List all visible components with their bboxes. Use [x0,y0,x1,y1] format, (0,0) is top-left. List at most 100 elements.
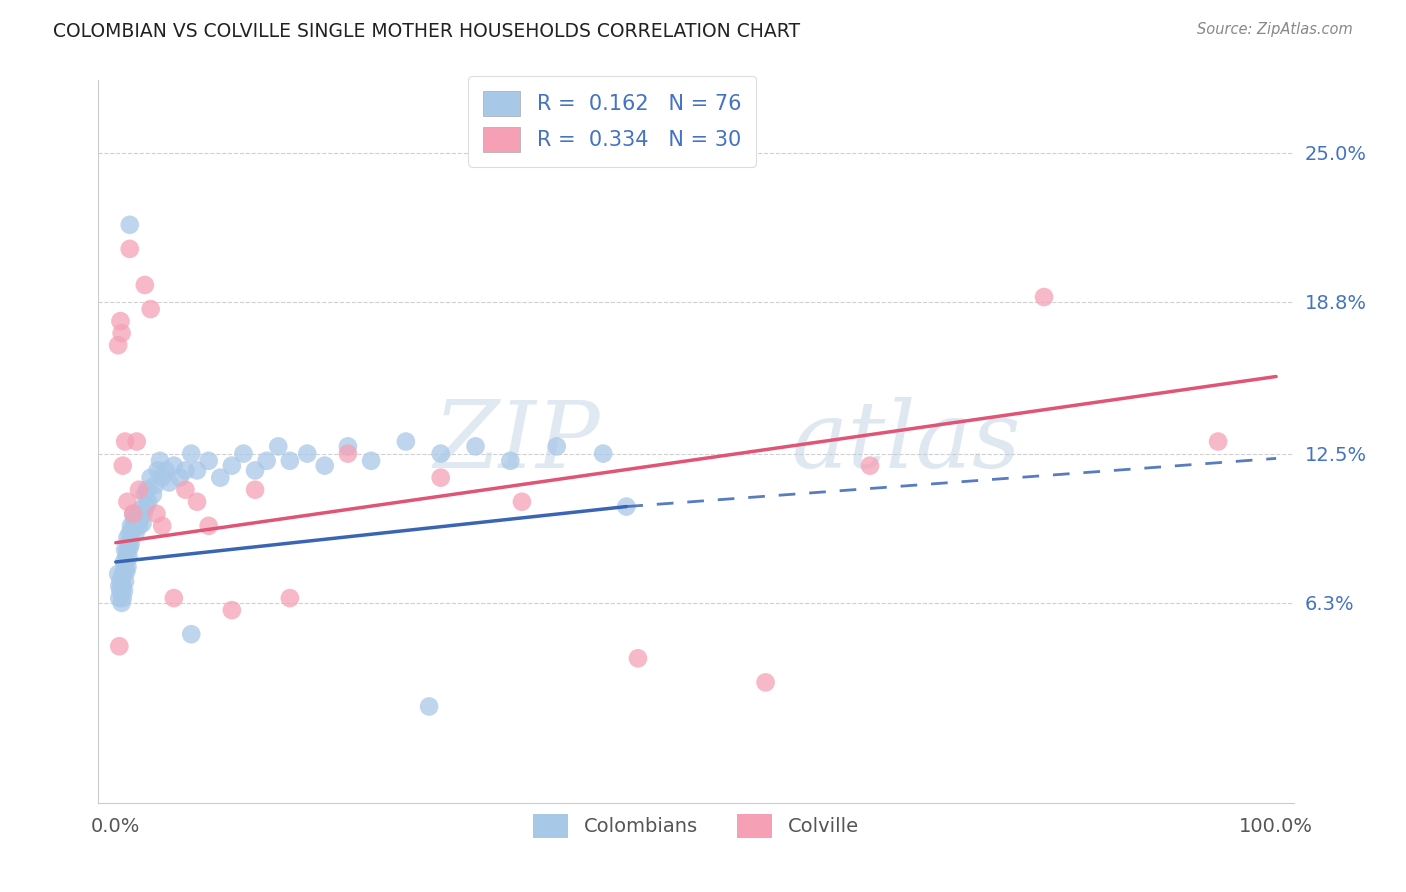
Point [314,458,336,473]
Point [110,314,132,328]
Point [186,463,208,477]
Point [256,454,278,468]
Point [107,338,129,352]
Point [499,454,522,468]
Point [112,555,135,569]
Point [128,483,150,497]
Point [145,507,167,521]
Point [117,559,139,574]
Point [111,326,134,341]
Point [360,454,382,468]
Point [221,458,243,473]
Point [118,526,141,541]
Point [117,550,139,565]
Point [278,454,301,468]
Point [149,454,172,468]
Point [132,507,155,521]
Point [859,458,882,473]
Point [111,579,134,593]
Point [755,675,778,690]
Point [122,507,145,521]
Point [120,535,142,549]
Point [120,519,142,533]
Point [118,218,141,232]
Point [232,446,254,460]
Point [134,277,156,292]
Point [111,567,134,582]
Point [127,507,149,521]
Point [186,494,208,508]
Point [169,471,191,485]
Point [122,507,145,521]
Point [150,519,173,533]
Legend: Colombians, Colville: Colombians, Colville [523,804,869,847]
Point [197,519,219,533]
Point [243,463,266,477]
Point [143,478,166,492]
Point [546,439,568,453]
Point [221,603,243,617]
Point [108,591,131,606]
Point [336,439,359,453]
Point [163,458,186,473]
Point [464,439,486,453]
Point [117,542,139,557]
Point [627,651,650,665]
Point [180,446,202,460]
Point [111,583,134,598]
Point [429,446,451,460]
Point [117,535,139,549]
Point [112,567,135,582]
Point [124,526,146,541]
Point [114,542,136,557]
Point [115,565,138,579]
Point [108,579,131,593]
Point [150,471,173,485]
Point [243,483,266,497]
Point [121,524,143,538]
Point [129,511,152,525]
Text: Source: ZipAtlas.com: Source: ZipAtlas.com [1197,22,1353,37]
Text: ZIP: ZIP [433,397,600,486]
Point [108,639,131,653]
Point [297,446,319,460]
Text: atlas: atlas [792,397,1021,486]
Point [111,572,134,586]
Point [111,591,134,606]
Point [136,494,159,508]
Point [146,463,169,477]
Point [117,531,139,545]
Point [180,627,202,641]
Point [118,242,141,256]
Point [197,454,219,468]
Point [122,519,145,533]
Point [110,583,132,598]
Point [115,550,138,565]
Point [131,516,153,531]
Point [395,434,418,449]
Point [429,471,451,485]
Point [592,446,614,460]
Point [510,494,533,508]
Point [117,494,139,508]
Point [418,699,440,714]
Point [112,583,135,598]
Point [142,487,165,501]
Point [139,471,162,485]
Point [174,463,197,477]
Point [136,483,159,497]
Point [336,446,359,460]
Point [155,463,177,477]
Point [114,574,136,589]
Point [110,574,132,589]
Point [278,591,301,606]
Point [1033,290,1056,304]
Point [128,519,150,533]
Point [118,541,141,555]
Point [134,487,156,501]
Point [163,591,186,606]
Text: COLOMBIAN VS COLVILLE SINGLE MOTHER HOUSEHOLDS CORRELATION CHART: COLOMBIAN VS COLVILLE SINGLE MOTHER HOUS… [53,22,800,41]
Point [124,511,146,525]
Point [209,471,232,485]
Point [114,559,136,574]
